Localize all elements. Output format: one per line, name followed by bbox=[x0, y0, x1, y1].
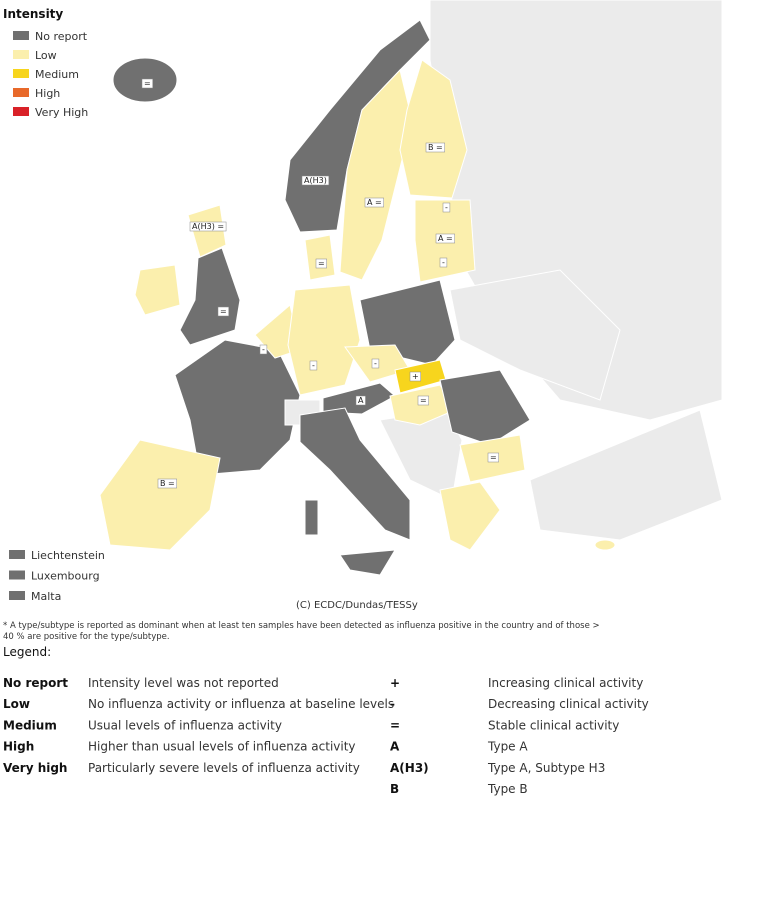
small-country-label: Luxembourg bbox=[31, 570, 100, 583]
map-label: + bbox=[412, 372, 419, 381]
definition-text: No influenza activity or influenza at ba… bbox=[88, 697, 394, 711]
footnote: * A type/subtype is reported as dominant… bbox=[3, 621, 600, 642]
small-country-swatch bbox=[9, 591, 25, 600]
map-label-box bbox=[435, 233, 455, 244]
legend-swatch bbox=[13, 50, 29, 59]
symbol-term: - bbox=[390, 697, 395, 711]
symbol-term: A(H3) bbox=[390, 761, 429, 775]
legend-swatch bbox=[13, 88, 29, 97]
definition-text: Intensity level was not reported bbox=[88, 676, 279, 690]
map-label: - bbox=[442, 258, 445, 267]
map-label: A = bbox=[367, 198, 382, 207]
non-eu-belarus-ukraine bbox=[449, 269, 621, 401]
legend-swatch bbox=[13, 69, 29, 78]
denmark bbox=[304, 234, 336, 281]
map-label: A = bbox=[438, 234, 453, 243]
map-label: - bbox=[262, 345, 265, 354]
map-label-box bbox=[439, 257, 448, 268]
definition-term: High bbox=[3, 740, 34, 754]
legend-heading: Legend: bbox=[3, 645, 51, 659]
symbol-text: Decreasing clinical activity bbox=[488, 697, 649, 711]
map-label-box bbox=[189, 221, 227, 232]
map-label-box bbox=[157, 478, 177, 489]
map-label-box bbox=[301, 175, 330, 186]
legend-title: Intensity bbox=[3, 7, 63, 21]
map-label-box bbox=[409, 371, 421, 382]
map bbox=[99, 0, 723, 576]
definition-term: Very high bbox=[3, 761, 67, 775]
footnote-box: * A type/subtype is reported as dominant… bbox=[3, 621, 600, 642]
map-label: - bbox=[312, 361, 315, 370]
map-label-box bbox=[364, 197, 384, 208]
poland bbox=[359, 279, 456, 366]
legend-label: No report bbox=[35, 30, 88, 43]
legend-swatch bbox=[13, 31, 29, 40]
legend-label: Medium bbox=[35, 68, 79, 81]
small-country-swatch bbox=[9, 570, 25, 580]
map-label-box bbox=[259, 344, 268, 355]
definition-text: Usual levels of influenza activity bbox=[88, 718, 282, 732]
map-label-box bbox=[309, 360, 318, 371]
cyprus bbox=[594, 539, 616, 551]
map-label: - bbox=[374, 359, 377, 368]
map-label: A(H3) bbox=[304, 176, 327, 185]
symbol-term: + bbox=[390, 676, 400, 690]
symbol-term: = bbox=[390, 718, 400, 732]
map-label: = bbox=[490, 453, 497, 462]
symbol-term: B bbox=[390, 782, 399, 796]
legend-label: High bbox=[35, 87, 60, 100]
credit: (C) ECDC/Dundas/TESSy bbox=[296, 600, 418, 611]
sardinia bbox=[304, 499, 319, 536]
map-label-box bbox=[425, 142, 445, 153]
definition-term: Low bbox=[3, 697, 30, 711]
legend-label: Very High bbox=[35, 106, 88, 119]
greece bbox=[439, 481, 501, 551]
map-label-box bbox=[315, 258, 327, 269]
germany bbox=[287, 284, 361, 396]
map-label: = bbox=[318, 259, 325, 268]
small-country-label: Liechtenstein bbox=[31, 549, 105, 562]
definition-text: Higher than usual levels of influenza ac… bbox=[88, 740, 356, 754]
symbol-text: Type A bbox=[487, 740, 528, 754]
symbol-text: Stable clinical activity bbox=[488, 718, 619, 732]
france bbox=[174, 339, 301, 476]
small-country-swatch bbox=[9, 550, 25, 559]
map-label-box bbox=[217, 306, 229, 317]
map-label: A(H3) = bbox=[192, 222, 224, 231]
definition-term: No report bbox=[3, 676, 68, 690]
legend-swatch bbox=[13, 107, 29, 116]
map-label: = bbox=[420, 396, 427, 405]
finland bbox=[399, 59, 468, 199]
romania bbox=[439, 369, 531, 446]
ireland bbox=[134, 264, 181, 316]
legend-label: Low bbox=[35, 49, 57, 62]
map-label-box bbox=[442, 202, 451, 213]
definition-text: Particularly severe levels of influenza … bbox=[88, 761, 360, 775]
map-label-box bbox=[371, 358, 380, 369]
small-country-label: Malta bbox=[31, 590, 61, 603]
symbol-text: Type B bbox=[487, 782, 528, 796]
map-label: = bbox=[144, 79, 151, 88]
spain-portugal bbox=[99, 439, 221, 551]
map-label: = bbox=[220, 307, 227, 316]
italy bbox=[299, 407, 411, 541]
definition-term: Medium bbox=[3, 718, 57, 732]
england bbox=[179, 247, 241, 346]
map-label-box bbox=[417, 395, 429, 406]
map-label-box bbox=[355, 395, 366, 406]
sweden bbox=[339, 68, 413, 281]
map-label: B = bbox=[428, 143, 443, 152]
symbol-text: Type A, Subtype H3 bbox=[487, 761, 605, 775]
symbol-term: A bbox=[390, 740, 400, 754]
map-label: B = bbox=[160, 479, 175, 488]
sicily bbox=[339, 549, 396, 576]
symbol-text: Increasing clinical activity bbox=[488, 676, 643, 690]
map-label-box bbox=[487, 452, 499, 463]
map-label: - bbox=[445, 203, 448, 212]
non-eu-turkey bbox=[529, 409, 723, 541]
map-label-box bbox=[141, 78, 153, 89]
map-label: A bbox=[358, 396, 364, 405]
